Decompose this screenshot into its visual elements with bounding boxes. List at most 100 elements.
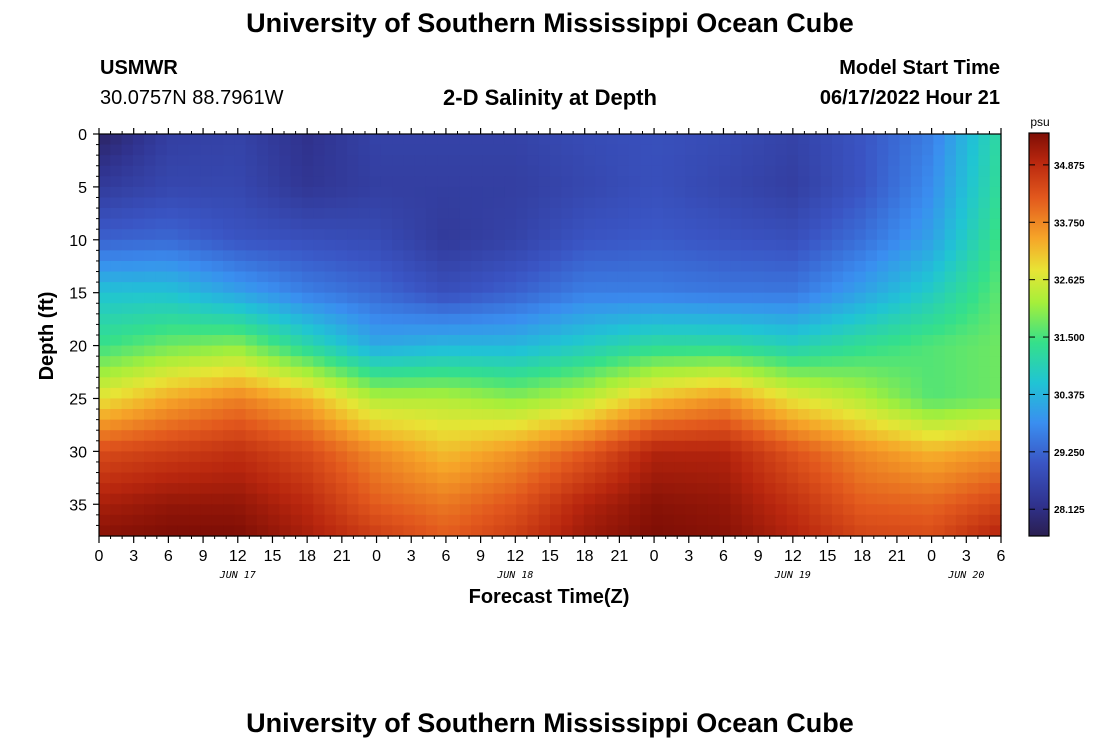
heatmap-cell — [527, 377, 540, 389]
heatmap-cell — [527, 345, 540, 357]
heatmap-cell — [741, 419, 754, 431]
heatmap-cell — [189, 387, 202, 400]
heatmap-cell — [166, 239, 179, 251]
heatmap-cell — [313, 324, 326, 336]
heatmap-cell — [392, 144, 405, 156]
heatmap-cell — [166, 440, 179, 452]
heatmap-cell — [820, 440, 833, 452]
heatmap-cell — [403, 324, 416, 336]
heatmap-cell — [865, 313, 878, 326]
heatmap-cell — [685, 525, 698, 537]
heatmap-cell — [944, 472, 957, 484]
heatmap-cell — [313, 493, 326, 505]
heatmap-cell — [425, 451, 438, 463]
heatmap-cell — [978, 335, 991, 347]
heatmap-cell — [324, 366, 337, 378]
heatmap-cell — [595, 430, 607, 442]
heatmap-cell — [369, 440, 382, 452]
heatmap-cell — [392, 493, 405, 505]
heatmap-cell — [155, 387, 168, 400]
heatmap-cell — [358, 282, 371, 294]
heatmap-cell — [279, 356, 292, 368]
heatmap-cell — [978, 239, 991, 251]
heatmap-cell — [392, 271, 405, 283]
heatmap-cell — [933, 229, 946, 241]
heatmap-cell — [617, 144, 630, 156]
heatmap-cell — [662, 366, 675, 378]
heatmap-cell — [741, 324, 754, 336]
heatmap-cell — [899, 144, 912, 156]
heatmap-cell — [437, 208, 450, 220]
heatmap-cell — [380, 440, 393, 452]
heatmap-cell — [730, 345, 743, 357]
heatmap-cell — [865, 218, 878, 230]
heatmap-cell — [223, 324, 235, 336]
heatmap-cell — [110, 229, 123, 241]
heatmap-cell — [200, 356, 213, 368]
heatmap-cell — [392, 409, 405, 421]
heatmap-cell — [662, 165, 675, 177]
heatmap-cell — [448, 409, 461, 421]
heatmap-cell — [809, 366, 822, 378]
heatmap-cell — [301, 229, 314, 241]
heatmap-cell — [719, 292, 732, 304]
heatmap-cell — [809, 387, 822, 400]
heatmap-cell — [177, 165, 190, 177]
heatmap-cell — [279, 440, 292, 452]
heatmap-cell — [369, 303, 382, 315]
heatmap-cell — [166, 419, 179, 431]
heatmap-cell — [177, 292, 190, 304]
heatmap-cell — [110, 155, 123, 167]
heatmap-cell — [719, 504, 732, 516]
heatmap-cell — [482, 451, 495, 463]
heatmap-cell — [955, 229, 968, 241]
heatmap-cell — [651, 250, 664, 262]
heatmap-cell — [606, 229, 619, 241]
heatmap-cell — [719, 271, 732, 283]
heatmap-cell — [245, 282, 258, 294]
heatmap-cell — [392, 208, 405, 220]
heatmap-cell — [843, 377, 856, 389]
heatmap-cell — [944, 260, 957, 273]
heatmap-cell — [177, 525, 190, 537]
heatmap-cell — [301, 356, 314, 368]
heatmap-cell — [752, 419, 765, 431]
heatmap-cell — [572, 324, 585, 336]
heatmap-cell — [177, 229, 190, 241]
heatmap-cell — [662, 409, 675, 421]
heatmap-cell — [279, 504, 292, 516]
heatmap-cell — [786, 134, 799, 146]
heatmap-cell — [550, 229, 562, 241]
heatmap-cell — [200, 461, 213, 474]
heatmap-cell — [696, 387, 709, 400]
heatmap-cell — [234, 345, 247, 357]
heatmap-cell — [121, 493, 134, 505]
heatmap-cell — [843, 514, 856, 527]
heatmap-cell — [380, 155, 393, 167]
heatmap-cell — [189, 451, 202, 463]
heatmap-cell — [685, 313, 698, 326]
heatmap-cell — [561, 292, 574, 304]
heatmap-cell — [177, 514, 190, 527]
heatmap-cell — [899, 504, 912, 516]
heatmap-cell — [876, 472, 889, 484]
heatmap-cell — [820, 472, 833, 484]
heatmap-cell — [177, 144, 190, 156]
heatmap-cell — [831, 134, 844, 146]
heatmap-cell — [707, 218, 720, 230]
heatmap-cell — [662, 208, 675, 220]
heatmap-cell — [504, 525, 517, 537]
heatmap-cell — [223, 176, 235, 188]
heatmap-cell — [200, 176, 213, 188]
heatmap-cell — [516, 335, 529, 347]
heatmap-cell — [290, 155, 303, 167]
heatmap-cell — [967, 409, 980, 421]
heatmap-cell — [572, 260, 585, 273]
heatmap-cell — [685, 440, 698, 452]
heatmap-cell — [651, 514, 664, 527]
heatmap-cell — [347, 493, 359, 505]
heatmap-cell — [685, 218, 698, 230]
heatmap-cell — [865, 419, 878, 431]
heatmap-cell — [843, 165, 856, 177]
heatmap-cell — [504, 155, 517, 167]
